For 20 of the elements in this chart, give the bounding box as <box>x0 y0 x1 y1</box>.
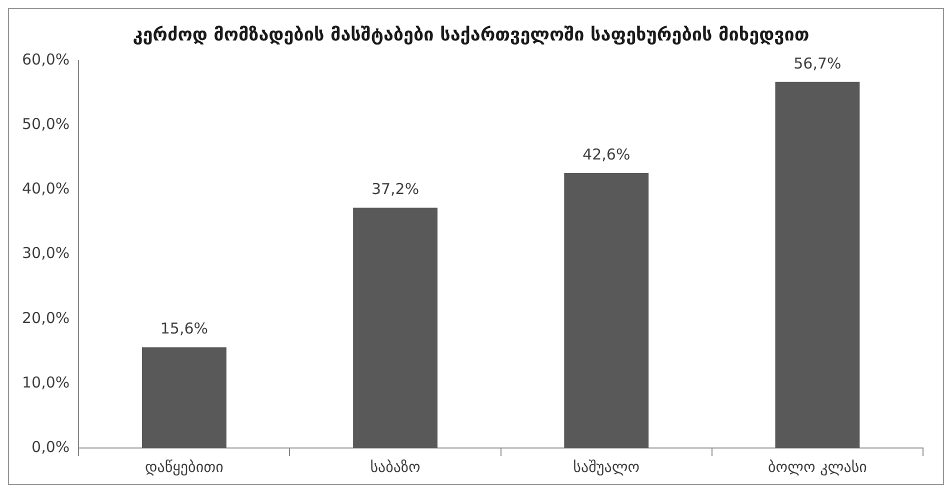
x-tick-label: დაწყებითი <box>145 458 224 476</box>
data-label: 37,2% <box>371 180 420 198</box>
x-tick-label: საშუალო <box>573 458 640 476</box>
bar <box>142 347 226 448</box>
data-label: 15,6% <box>160 320 208 338</box>
data-label: 42,6% <box>582 145 630 164</box>
y-tick-label: 50,0% <box>22 115 70 134</box>
y-tick-label: 10,0% <box>22 373 70 392</box>
y-tick-label: 60,0% <box>22 50 70 68</box>
y-tick-label: 30,0% <box>22 244 70 262</box>
y-tick-label: 40,0% <box>22 180 70 198</box>
x-tick-label: საბაზო <box>370 458 421 476</box>
bar <box>775 82 860 448</box>
chart-title: კერძოდ მომზადების მასშტაბები საქართველოში საფეხურების მიხედვით <box>132 24 810 46</box>
bar <box>564 172 649 448</box>
data-label: 56,7% <box>794 54 842 72</box>
y-tick-label: 0,0% <box>32 438 70 456</box>
x-tick-label: ბოლო კლასი <box>768 458 868 476</box>
y-tick-label: 20,0% <box>22 308 70 327</box>
bar <box>353 208 438 448</box>
